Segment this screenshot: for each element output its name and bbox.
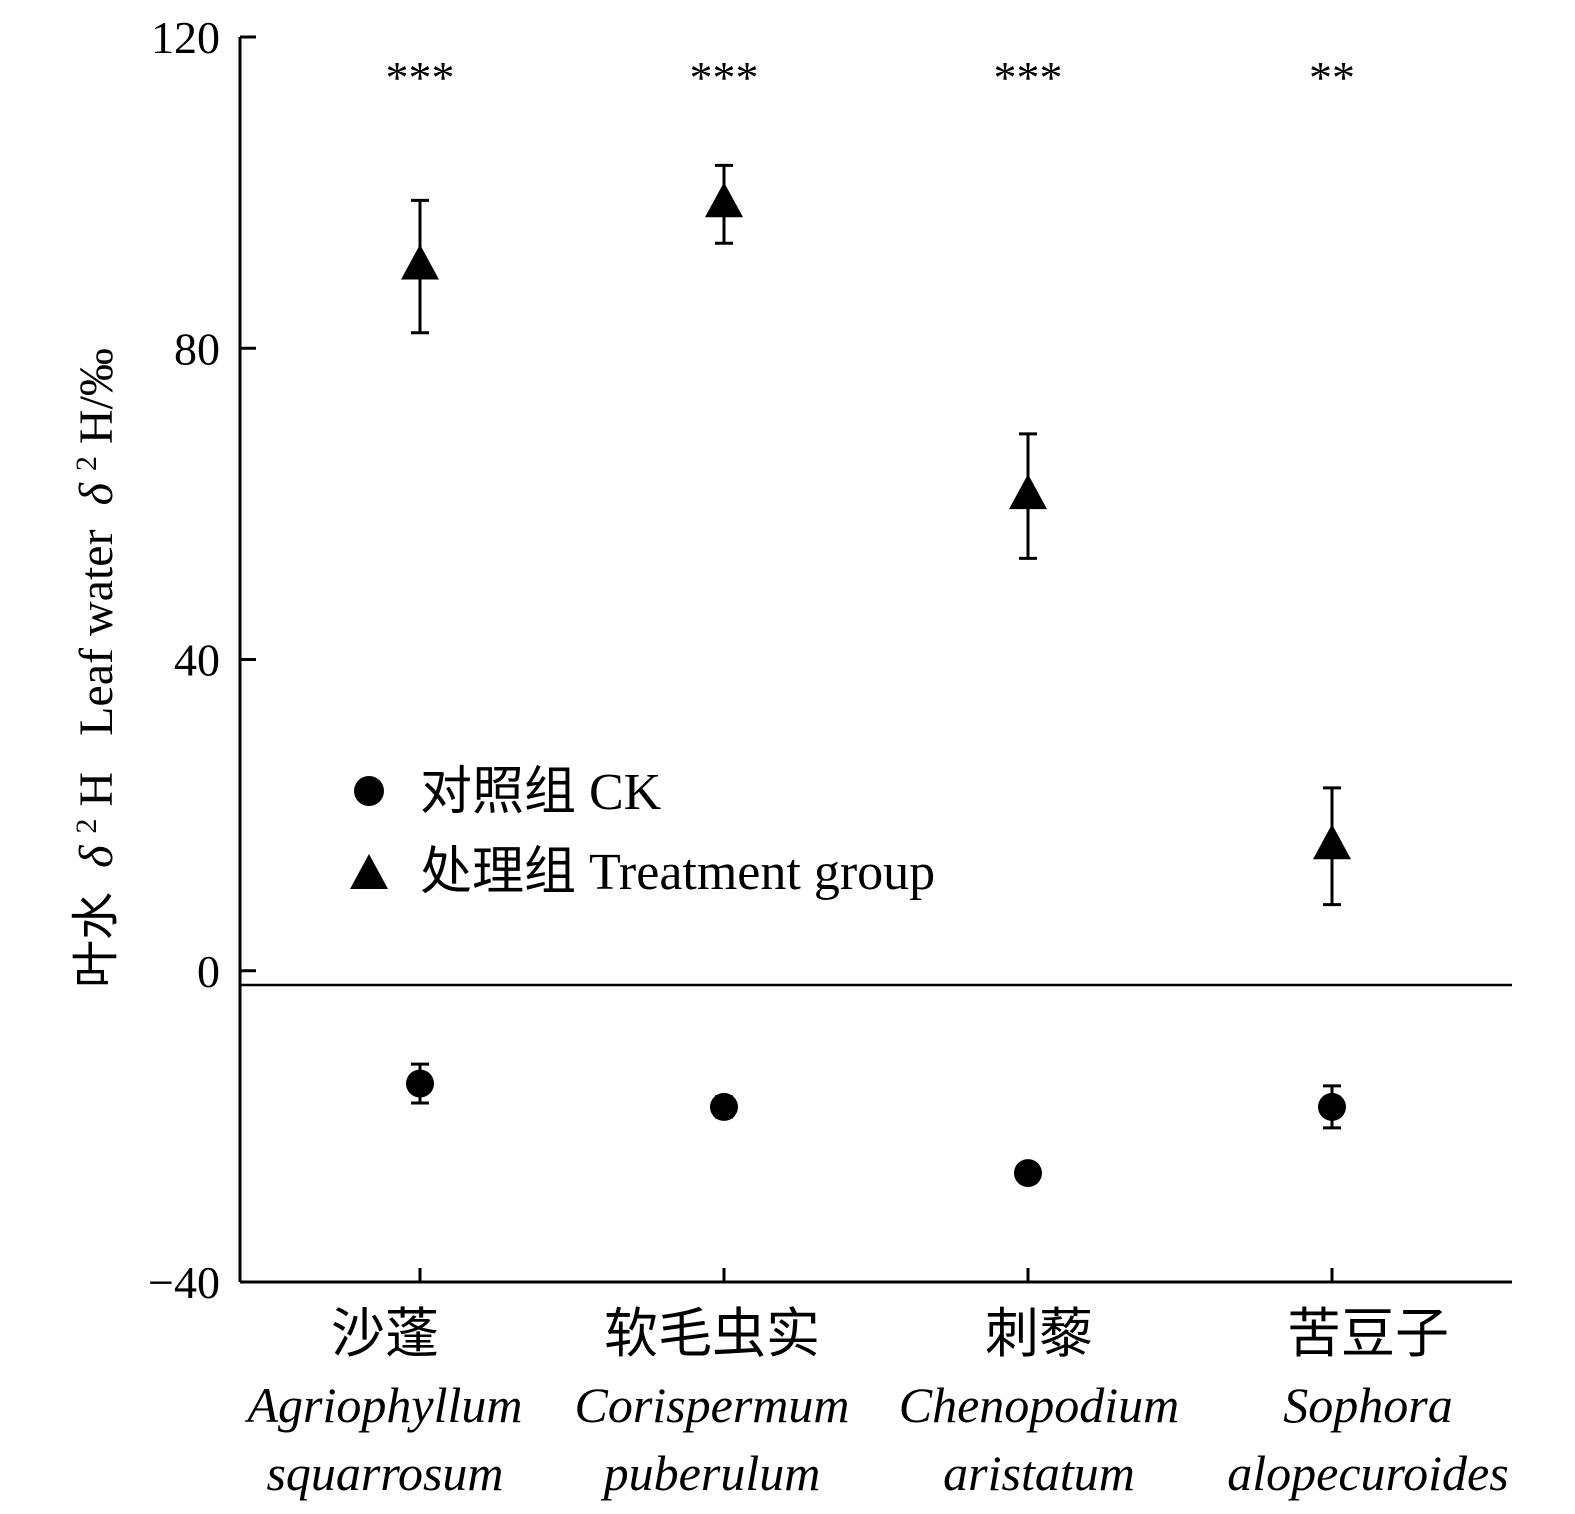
- y-ticks: −40 0 40 80 120: [148, 12, 256, 1308]
- significance-label: ***: [994, 52, 1063, 103]
- legend-triangle-marker: [350, 854, 388, 889]
- legend: 对照组 CK 处理组 Treatment group: [350, 764, 935, 901]
- category-4: 苦豆子 Sophora alopecuroides: [1227, 1304, 1508, 1501]
- y-axis-title: 叶水 δ 2 H Leaf water δ 2 H/‰: [54, 348, 123, 988]
- x-ticks: [418, 1268, 1334, 1282]
- ck-point: [406, 1069, 434, 1098]
- y-axis-title-delta-2: δ: [70, 482, 123, 505]
- ck-point: [710, 1092, 738, 1121]
- legend-label-treatment: 处理组 Treatment group: [420, 844, 935, 901]
- data-series: [401, 163, 1351, 1188]
- category-2-cn: 软毛虫实: [604, 1304, 820, 1364]
- y-tick-label: −40: [148, 1257, 220, 1308]
- y-axis-title-cn: 叶水: [70, 892, 123, 988]
- y-axis-title-en: Leaf water: [70, 529, 123, 736]
- category-2: 软毛虫实 Corispermum puberulum: [574, 1304, 849, 1501]
- treatment-point: [1009, 474, 1047, 510]
- category-2-latin-2: puberulum: [601, 1445, 821, 1501]
- category-1-latin-1: Agriophyllum: [245, 1377, 523, 1433]
- y-axis-title-delta: δ: [70, 845, 123, 868]
- treatment-point: [705, 182, 743, 218]
- category-2-latin-1: Corispermum: [574, 1377, 849, 1433]
- y-tick-label: 0: [197, 946, 220, 997]
- significance-label: **: [1309, 52, 1355, 103]
- category-3: 刺藜 Chenopodium aristatum: [899, 1304, 1180, 1501]
- treatment-point: [401, 244, 439, 280]
- significance-label: ***: [386, 52, 455, 103]
- treatment-point: [1313, 824, 1351, 860]
- category-3-latin-1: Chenopodium: [899, 1377, 1180, 1433]
- category-1-latin-2: squarrosum: [266, 1445, 503, 1501]
- y-tick-label: 120: [151, 12, 220, 63]
- category-4-latin-1: Sophora: [1283, 1377, 1452, 1433]
- category-1-cn: 沙蓬: [331, 1304, 439, 1364]
- y-tick-label: 80: [174, 323, 220, 374]
- category-labels: 沙蓬 Agriophyllum squarrosum 软毛虫实 Corisper…: [245, 1304, 1509, 1501]
- ck-point: [1014, 1159, 1042, 1188]
- significance-markers: *** *** *** **: [386, 52, 1356, 103]
- category-4-cn: 苦豆子: [1287, 1304, 1449, 1364]
- category-1: 沙蓬 Agriophyllum squarrosum: [245, 1304, 523, 1501]
- significance-label: ***: [690, 52, 759, 103]
- y-axis-title-sup-2: 2: [70, 456, 103, 471]
- ck-point: [1318, 1092, 1346, 1121]
- y-tick-label: 40: [174, 635, 220, 686]
- y-axis-title-unit: H/‰: [70, 348, 123, 444]
- y-axis-title-h: H: [70, 772, 123, 807]
- legend-label-ck: 对照组 CK: [420, 764, 662, 821]
- category-4-latin-2: alopecuroides: [1227, 1445, 1508, 1501]
- legend-circle-marker: [354, 776, 384, 806]
- category-3-latin-2: aristatum: [943, 1445, 1135, 1501]
- category-3-cn: 刺藜: [985, 1304, 1093, 1364]
- y-axis-title-sup: 2: [70, 819, 103, 834]
